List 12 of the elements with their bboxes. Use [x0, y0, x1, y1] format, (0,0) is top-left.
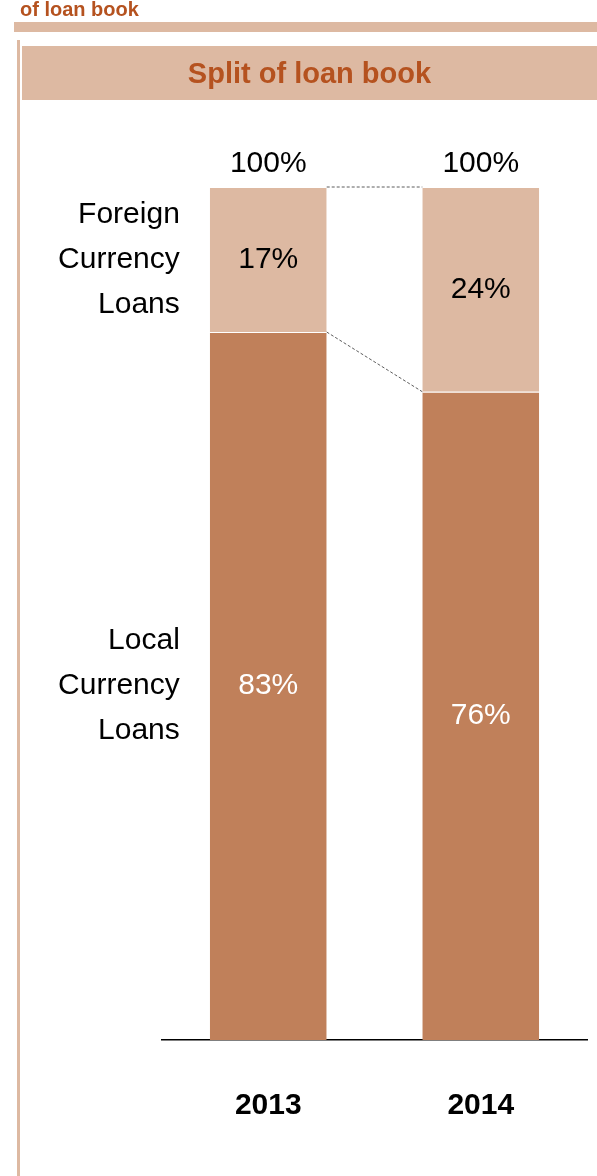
data-label: 83%	[238, 667, 299, 701]
data-label: 76%	[450, 697, 511, 731]
total-label: 100%	[229, 145, 307, 179]
data-label: 17%	[238, 240, 299, 274]
series-label: Local Currency Loans	[58, 622, 180, 746]
series-label: Foreign Currency Loans	[58, 195, 180, 319]
text: of loan book	[20, 0, 139, 20]
chart-title: Split of loan book	[22, 46, 597, 100]
total-label: 100%	[442, 145, 520, 179]
x-tick-label: 2013	[234, 1087, 302, 1121]
x-tick-label: 2014	[447, 1087, 515, 1121]
data-label: 24%	[450, 270, 511, 304]
